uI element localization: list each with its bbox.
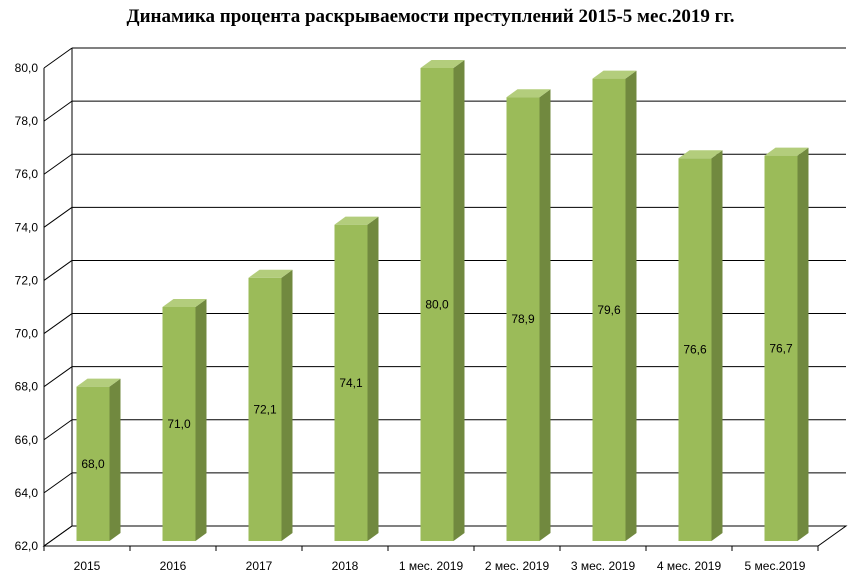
bar-side [367, 216, 379, 541]
x-tick-label: 2 мес. 2019 [485, 559, 550, 573]
bar [678, 158, 712, 542]
y-tick-label: 66,0 [15, 433, 39, 447]
x-tick-label: 1 мес. 2019 [399, 559, 464, 573]
bar-side [711, 150, 723, 542]
bar-side [797, 147, 809, 541]
x-tick-label: 3 мес. 2019 [571, 559, 636, 573]
bar-side [453, 60, 465, 541]
bar-side [281, 269, 293, 541]
y-tick-label: 62,0 [15, 539, 39, 553]
chart-title: Динамика процента раскрываемости преступ… [126, 6, 735, 27]
data-label: 72,1 [253, 402, 277, 416]
bar-side [195, 299, 207, 541]
y-tick-label: 76,0 [15, 167, 39, 181]
x-tick-label: 4 мес. 2019 [657, 559, 722, 573]
bar [592, 78, 626, 541]
data-label: 71,0 [167, 417, 191, 431]
gridline-side [43, 313, 73, 334]
y-tick-label: 80,0 [15, 61, 39, 75]
bar-top [162, 299, 207, 307]
gridline-side [43, 419, 73, 441]
gridline-side [43, 260, 73, 281]
y-tick-label: 70,0 [15, 327, 39, 341]
data-label: 80,0 [425, 298, 449, 312]
labels: 68,0 2015 71,0 2016 72,1 2017 74,1 2018 80,0 1 ме… [74, 298, 806, 574]
data-label: 76,6 [683, 343, 707, 357]
bar [764, 155, 798, 541]
y-tick-label: 72,0 [15, 273, 39, 287]
x-tick-label: 2015 [74, 559, 101, 573]
x-tick-label: 2016 [160, 559, 187, 573]
y-tick-label: 64,0 [15, 486, 39, 500]
bars [76, 60, 809, 542]
y-tick-label: 78,0 [15, 114, 39, 128]
gridline-side [43, 206, 73, 228]
gridline-side [43, 47, 73, 69]
bar [506, 97, 540, 541]
x-tick-label: 2017 [246, 559, 273, 573]
bar-top [334, 216, 379, 225]
bar-top [506, 89, 551, 98]
bar [76, 386, 110, 541]
gridline-side [43, 100, 73, 122]
x-tick-label: 5 мес.2019 [745, 559, 806, 573]
bar-top [248, 269, 293, 278]
bar-side [539, 89, 551, 541]
data-label: 76,7 [769, 341, 793, 355]
bar-top [764, 147, 809, 156]
gridline-side [43, 153, 73, 175]
data-label: 74,1 [339, 376, 363, 390]
gridline-side [43, 366, 73, 388]
bar-top [420, 60, 465, 68]
axes: 62,0 64,0 66,0 68,0 70,0 72,0 74,0 76,0 78,0 80,0 [15, 48, 848, 553]
x-tick-label: 2018 [332, 559, 359, 573]
y-tick-label: 74,0 [15, 220, 39, 234]
bar-top [678, 150, 723, 159]
bar [248, 277, 282, 541]
gridline-side [43, 472, 73, 494]
bar-top [592, 70, 637, 79]
data-label: 68,0 [81, 457, 105, 471]
bar-side [625, 70, 637, 541]
bar [420, 68, 454, 541]
data-label: 79,6 [597, 303, 621, 317]
bar-top [76, 378, 121, 387]
bar-side [109, 378, 121, 541]
bar [334, 224, 368, 541]
data-label: 78,9 [511, 312, 535, 326]
bar [162, 307, 196, 541]
y-tick-label: 68,0 [15, 380, 39, 394]
